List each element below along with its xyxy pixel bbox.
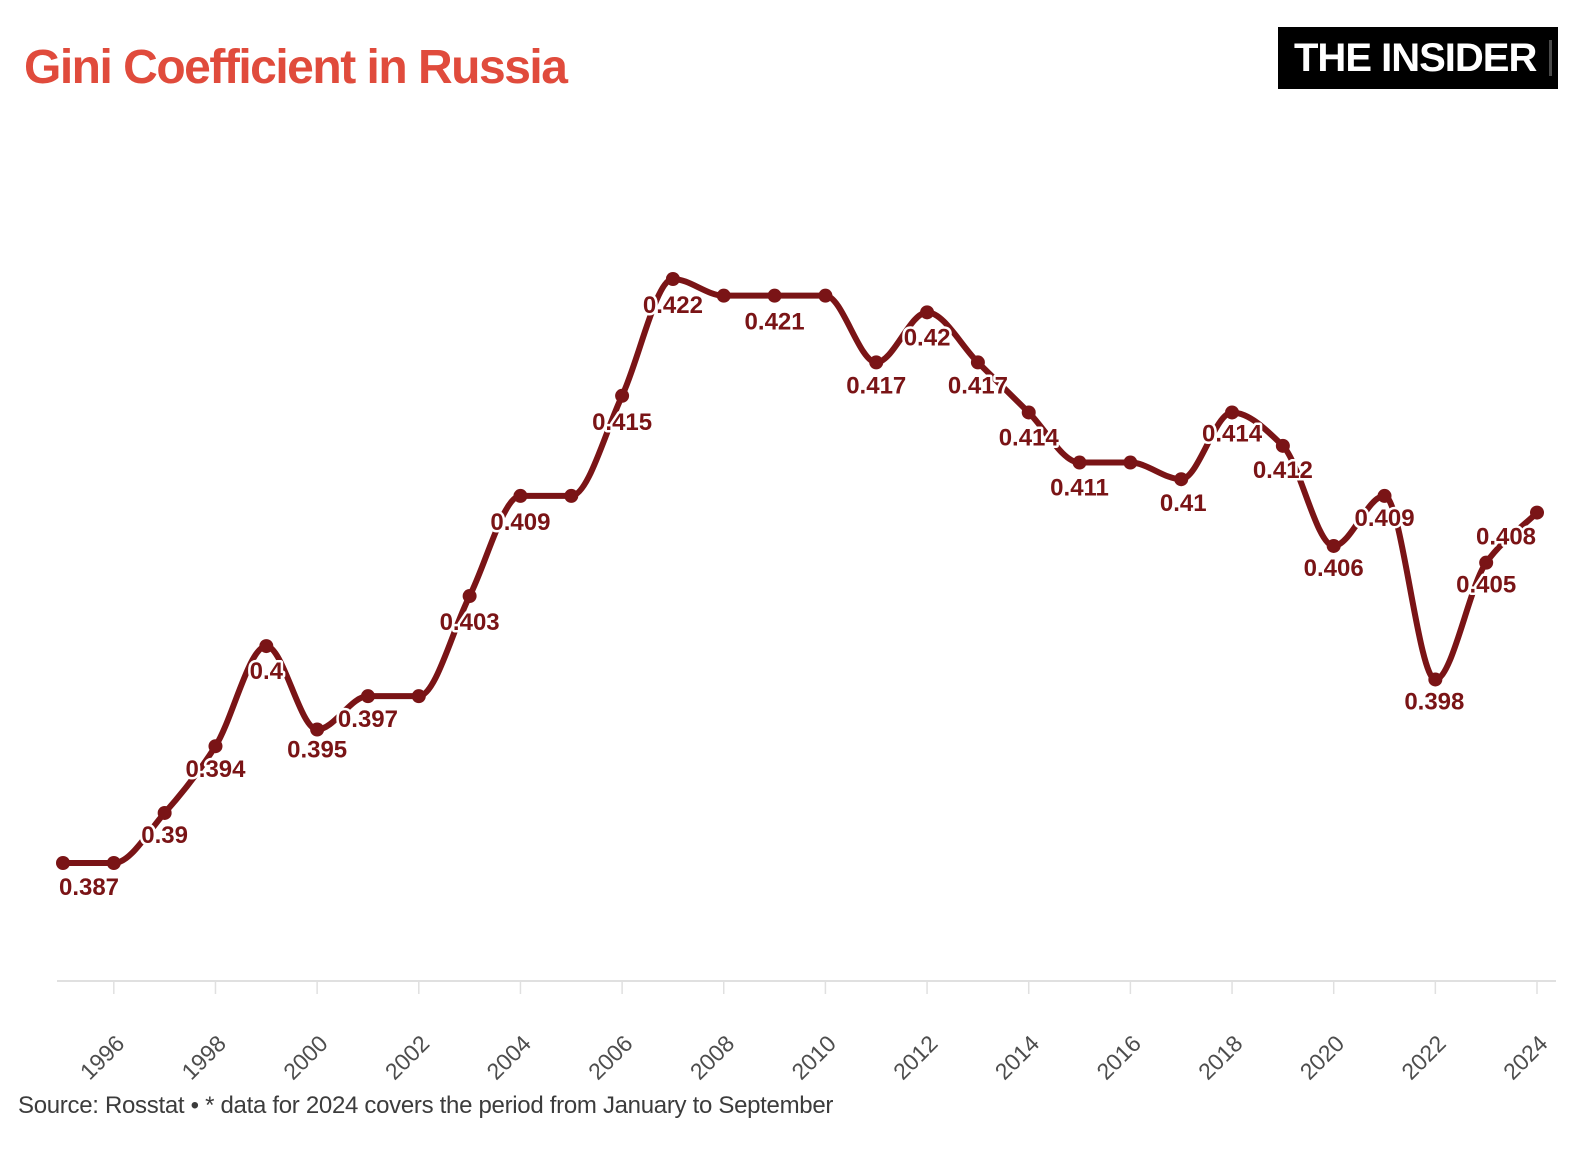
data-point: [564, 488, 579, 503]
data-point-value-label: 0.414: [1202, 420, 1263, 447]
data-point: [1123, 455, 1138, 470]
data-point-value-label: 0.42: [904, 324, 951, 351]
x-axis-tick-label: 2002: [380, 1030, 435, 1085]
data-point: [310, 722, 325, 737]
data-point-value-label: 0.422: [643, 292, 703, 319]
data-point-value-label: 0.417: [948, 372, 1008, 399]
x-axis-tick-label: 2022: [1396, 1030, 1451, 1085]
data-point-value-label: 0.403: [440, 609, 500, 636]
the-insider-logo: THE INSIDER: [1278, 27, 1558, 89]
data-point-value-label: 0.412: [1253, 457, 1313, 484]
data-point: [716, 288, 731, 303]
data-point: [920, 305, 935, 320]
x-axis-tick-label: 2012: [888, 1030, 943, 1085]
x-axis-tick-label: 2020: [1295, 1030, 1350, 1085]
data-point: [513, 488, 528, 503]
data-point-value-label: 0.395: [287, 737, 347, 764]
data-point: [411, 689, 426, 704]
data-point-value-label: 0.409: [490, 509, 550, 536]
data-point-value-label: 0.394: [185, 756, 246, 783]
x-axis-tick-label: 2016: [1091, 1030, 1146, 1085]
x-axis-tick-label: 2010: [786, 1030, 841, 1085]
data-point-value-label: 0.41: [1160, 490, 1207, 517]
x-axis-tick-label: 2006: [583, 1030, 638, 1085]
data-point: [1428, 672, 1443, 687]
data-point-value-label: 0.406: [1304, 555, 1364, 582]
data-point: [1021, 405, 1036, 420]
data-point: [1377, 488, 1392, 503]
data-point: [1225, 405, 1240, 420]
data-point: [1174, 472, 1189, 487]
data-point-value-label: 0.414: [999, 424, 1060, 451]
data-point: [462, 589, 477, 604]
data-point: [106, 856, 121, 870]
source-note: Source: Rosstat • * data for 2024 covers…: [18, 1092, 834, 1119]
data-point-value-label: 0.4: [250, 658, 284, 685]
data-point-value-label: 0.408: [1476, 524, 1536, 551]
data-point: [970, 355, 985, 370]
chart-title: Gini Coefficient in Russia: [24, 41, 568, 94]
data-point: [869, 355, 884, 370]
data-point: [360, 689, 375, 704]
x-axis-tick-label: 1996: [75, 1030, 130, 1085]
x-axis-tick-label: 2008: [685, 1030, 740, 1085]
x-axis-tick-label: 2000: [278, 1030, 333, 1085]
x-axis-tick-label: 2004: [481, 1030, 536, 1085]
data-point-value-label: 0.398: [1404, 688, 1464, 715]
data-point: [56, 856, 70, 870]
data-point: [259, 639, 274, 654]
data-point-value-label: 0.387: [59, 874, 119, 901]
data-point-value-label: 0.409: [1354, 505, 1414, 532]
data-point-value-label: 0.417: [846, 372, 906, 399]
data-point: [157, 805, 172, 820]
x-axis-tick-label: 1998: [176, 1030, 231, 1085]
data-point: [1479, 555, 1494, 570]
data-point: [1072, 455, 1087, 470]
data-point: [818, 288, 833, 303]
data-point: [1326, 538, 1341, 553]
data-point-value-label: 0.39: [141, 822, 188, 849]
data-point-value-label: 0.411: [1050, 475, 1109, 502]
data-point: [767, 288, 782, 303]
data-point-value-label: 0.421: [745, 309, 805, 336]
data-point: [1530, 505, 1544, 520]
data-point-value-label: 0.397: [338, 706, 398, 733]
data-point-value-label: 0.405: [1456, 572, 1516, 599]
logo-cursor-bar-icon: [1549, 40, 1552, 76]
x-axis-tick-label: 2024: [1498, 1030, 1553, 1085]
data-point: [208, 739, 223, 754]
x-axis-tick-label: 2014: [990, 1030, 1045, 1085]
data-point-value-label: 0.415: [592, 409, 652, 436]
x-axis-tick-label: 2018: [1193, 1030, 1248, 1085]
data-point: [615, 388, 630, 403]
data-point: [665, 271, 680, 286]
data-point: [1275, 438, 1290, 453]
logo-text: THE INSIDER: [1294, 35, 1537, 80]
